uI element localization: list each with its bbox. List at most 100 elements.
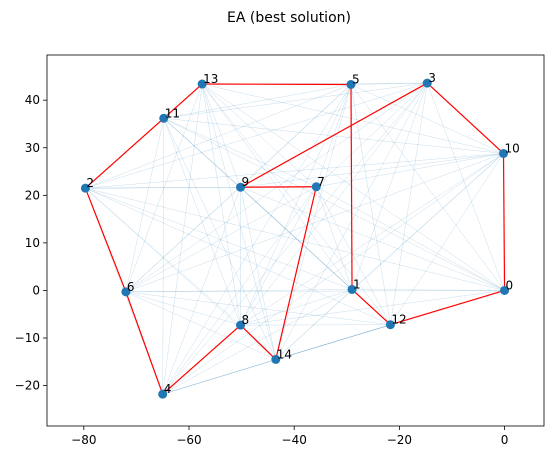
graph-edge bbox=[350, 82, 428, 85]
graph-edge bbox=[352, 289, 505, 291]
graph-edge bbox=[316, 153, 504, 187]
graph-edge bbox=[162, 82, 428, 395]
graph-edge bbox=[163, 118, 277, 360]
tour-segment bbox=[350, 84, 353, 290]
city-point bbox=[346, 79, 356, 89]
graph-edge bbox=[162, 186, 317, 395]
tour-segment bbox=[351, 289, 391, 326]
graph-edge bbox=[240, 187, 277, 360]
graph-edge bbox=[125, 186, 317, 293]
city-point bbox=[80, 183, 90, 193]
graph-edge bbox=[275, 153, 504, 360]
graph-edge bbox=[125, 291, 276, 360]
graph-edge bbox=[350, 84, 504, 154]
city-point bbox=[347, 284, 357, 294]
y-tick-label: 10 bbox=[25, 236, 40, 250]
city-label: 1 bbox=[353, 277, 361, 291]
graph-edge bbox=[85, 187, 241, 326]
y-axis: −20 −10 0 10 20 30 40 bbox=[15, 93, 47, 393]
city-label: 13 bbox=[203, 72, 218, 86]
graph-edge bbox=[351, 153, 504, 290]
x-axis: −80 −60 −40 −20 0 bbox=[71, 426, 508, 447]
city-point bbox=[271, 354, 281, 364]
graph-edge bbox=[162, 118, 165, 395]
graph-edge bbox=[316, 186, 505, 291]
graph-edge bbox=[125, 291, 241, 326]
city-label: 3 bbox=[428, 71, 436, 85]
tour-segment bbox=[163, 83, 203, 119]
graph-edge bbox=[163, 118, 353, 290]
graph-edge bbox=[85, 153, 504, 189]
graph-edge bbox=[201, 83, 241, 326]
graph-edge bbox=[316, 82, 428, 187]
graph-edge bbox=[201, 83, 241, 188]
tour-segment bbox=[240, 82, 428, 188]
graph-edge bbox=[427, 82, 505, 291]
graph-edge bbox=[275, 324, 391, 360]
graph-edge bbox=[240, 84, 352, 326]
graph-edge bbox=[85, 186, 241, 189]
edges-layer bbox=[85, 82, 505, 395]
tour-segment bbox=[502, 153, 506, 291]
city-label: 9 bbox=[242, 175, 250, 189]
city-label: 12 bbox=[391, 313, 406, 327]
graph-edge bbox=[240, 84, 352, 188]
graph-edge bbox=[390, 83, 428, 325]
graph-edge bbox=[125, 83, 203, 292]
x-tick-label: −80 bbox=[71, 433, 96, 447]
city-point bbox=[158, 389, 168, 399]
graph-edge bbox=[162, 359, 276, 395]
city-point bbox=[197, 79, 207, 89]
graph-edge bbox=[240, 187, 353, 290]
graph-edge bbox=[162, 83, 203, 395]
tour-segment bbox=[162, 324, 241, 395]
graph-edge bbox=[240, 153, 504, 326]
graph-edge bbox=[240, 186, 505, 291]
graph-edge bbox=[85, 187, 391, 325]
city-point bbox=[311, 182, 321, 192]
tour-segment bbox=[84, 187, 127, 293]
graph-edge bbox=[163, 118, 317, 187]
graph-edge bbox=[240, 186, 317, 326]
y-tick-label: 40 bbox=[25, 93, 40, 107]
graph-edge bbox=[202, 83, 504, 154]
tour-segment bbox=[275, 186, 317, 360]
graph-edge bbox=[85, 82, 428, 189]
graph-edge bbox=[275, 289, 353, 360]
graph-edge bbox=[201, 83, 317, 187]
tour-segment bbox=[84, 117, 165, 189]
tour-segment bbox=[240, 324, 277, 360]
graph-edge bbox=[316, 186, 353, 290]
x-tick-label: −20 bbox=[387, 433, 412, 447]
y-tick-label: 30 bbox=[25, 141, 40, 155]
graph-edge bbox=[240, 153, 504, 188]
city-label: 6 bbox=[127, 280, 135, 294]
graph-edge bbox=[125, 118, 164, 292]
graph-edge bbox=[162, 84, 352, 395]
tour-layer bbox=[84, 82, 506, 395]
plot-frame bbox=[46, 54, 545, 427]
tour-segment bbox=[390, 289, 505, 326]
graph-edge bbox=[125, 289, 353, 293]
city-point bbox=[499, 148, 509, 158]
graph-edge bbox=[316, 186, 391, 325]
graph-edge bbox=[85, 187, 353, 290]
chart-title: EA (best solution) bbox=[227, 10, 351, 26]
graph-edge bbox=[85, 84, 352, 189]
graph-edge bbox=[390, 153, 504, 325]
city-label: 8 bbox=[242, 313, 250, 327]
graph-edge bbox=[163, 84, 352, 119]
city-label: 2 bbox=[86, 176, 94, 190]
graph-edge bbox=[350, 84, 505, 291]
city-label: 0 bbox=[506, 278, 514, 292]
x-tick-label: 0 bbox=[501, 433, 509, 447]
city-point bbox=[385, 320, 395, 330]
graph-edge bbox=[350, 84, 391, 325]
x-tick-label: −40 bbox=[282, 433, 307, 447]
graph-edge bbox=[85, 187, 276, 360]
city-label: 7 bbox=[317, 175, 325, 189]
graph-edge bbox=[163, 118, 241, 326]
graph-edge bbox=[275, 84, 352, 360]
